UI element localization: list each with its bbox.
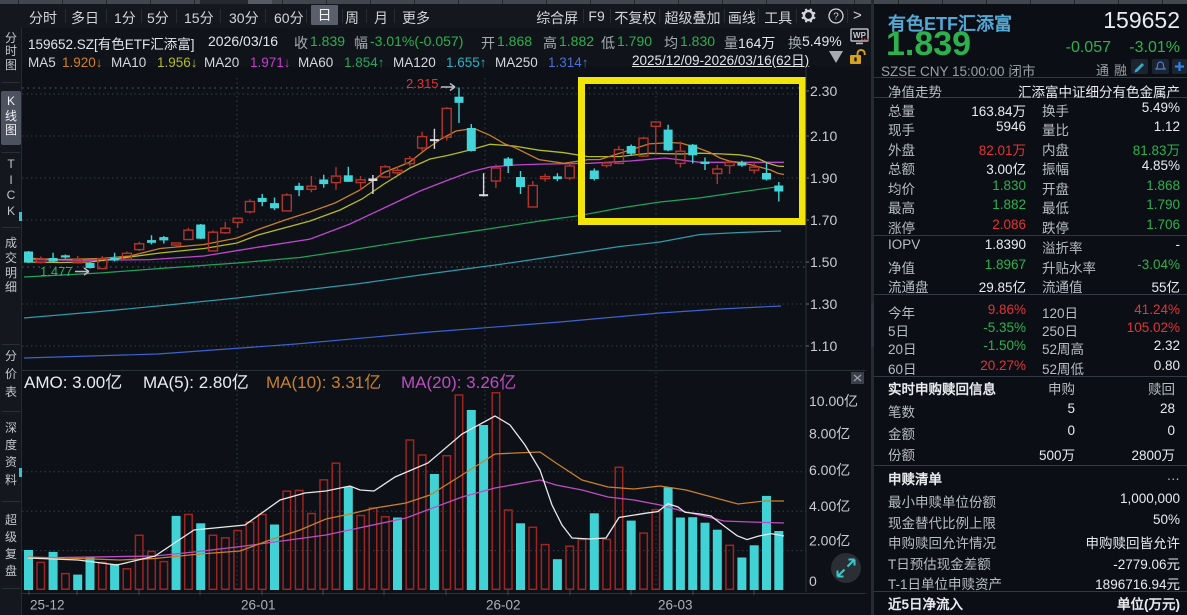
- svg-text:MA(20): 3.26亿: MA(20): 3.26亿: [401, 373, 516, 392]
- svg-text:8.00亿: 8.00亿: [809, 426, 850, 442]
- svg-text:?: ?: [833, 12, 839, 23]
- svg-text:2.00亿: 2.00亿: [809, 533, 850, 549]
- svg-text:1.90: 1.90: [810, 170, 837, 186]
- svg-text:26-02: 26-02: [486, 598, 521, 613]
- svg-text:1.477: 1.477: [40, 264, 73, 279]
- svg-text:2.30: 2.30: [810, 83, 837, 99]
- svg-text:1.50: 1.50: [810, 254, 837, 270]
- svg-text:MA(5): 2.80亿: MA(5): 2.80亿: [143, 373, 249, 392]
- svg-text:26-01: 26-01: [241, 598, 276, 613]
- svg-text:AMO: 3.00亿: AMO: 3.00亿: [24, 373, 122, 392]
- svg-text:2.315: 2.315: [406, 76, 439, 91]
- svg-text:0: 0: [809, 573, 817, 589]
- svg-text:1.10: 1.10: [810, 338, 837, 354]
- svg-text:6.00亿: 6.00亿: [809, 462, 850, 478]
- svg-text:1.70: 1.70: [810, 212, 837, 228]
- svg-text:26-03: 26-03: [658, 598, 693, 613]
- svg-text:10.00亿: 10.00亿: [809, 393, 858, 409]
- svg-text:1.30: 1.30: [810, 296, 837, 312]
- svg-text:MA(10): 3.31亿: MA(10): 3.31亿: [266, 373, 381, 392]
- svg-text:2.10: 2.10: [810, 128, 837, 144]
- svg-text:25-12: 25-12: [30, 598, 65, 613]
- svg-text:4.00亿: 4.00亿: [809, 498, 850, 514]
- svg-text:WP: WP: [853, 31, 867, 40]
